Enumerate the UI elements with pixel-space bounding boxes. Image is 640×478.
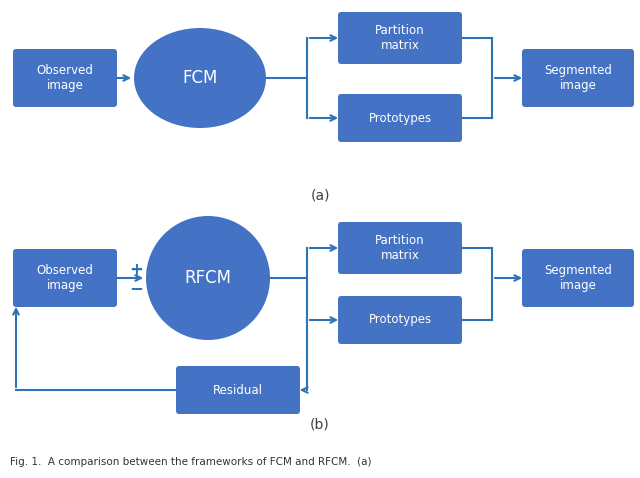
Text: Prototypes: Prototypes: [369, 314, 431, 326]
Text: (a): (a): [310, 188, 330, 202]
Text: +: +: [129, 261, 143, 279]
FancyBboxPatch shape: [522, 249, 634, 307]
Text: Observed
image: Observed image: [36, 264, 93, 292]
Text: −: −: [129, 279, 143, 297]
Text: Segmented
image: Segmented image: [544, 64, 612, 92]
FancyBboxPatch shape: [338, 94, 462, 142]
Text: Residual: Residual: [213, 383, 263, 396]
FancyBboxPatch shape: [338, 12, 462, 64]
FancyBboxPatch shape: [13, 249, 117, 307]
Ellipse shape: [146, 216, 270, 340]
Text: FCM: FCM: [182, 69, 218, 87]
FancyBboxPatch shape: [338, 296, 462, 344]
Text: Segmented
image: Segmented image: [544, 264, 612, 292]
Text: Observed
image: Observed image: [36, 64, 93, 92]
FancyBboxPatch shape: [176, 366, 300, 414]
Text: Prototypes: Prototypes: [369, 111, 431, 124]
Text: RFCM: RFCM: [184, 269, 232, 287]
FancyBboxPatch shape: [522, 49, 634, 107]
Ellipse shape: [134, 28, 266, 128]
Text: Fig. 1.  A comparison between the frameworks of FCM and RFCM.  (a): Fig. 1. A comparison between the framewo…: [10, 457, 371, 467]
FancyBboxPatch shape: [338, 222, 462, 274]
Text: Partition
matrix: Partition matrix: [375, 234, 425, 262]
Text: Partition
matrix: Partition matrix: [375, 24, 425, 52]
Text: (b): (b): [310, 418, 330, 432]
FancyBboxPatch shape: [13, 49, 117, 107]
